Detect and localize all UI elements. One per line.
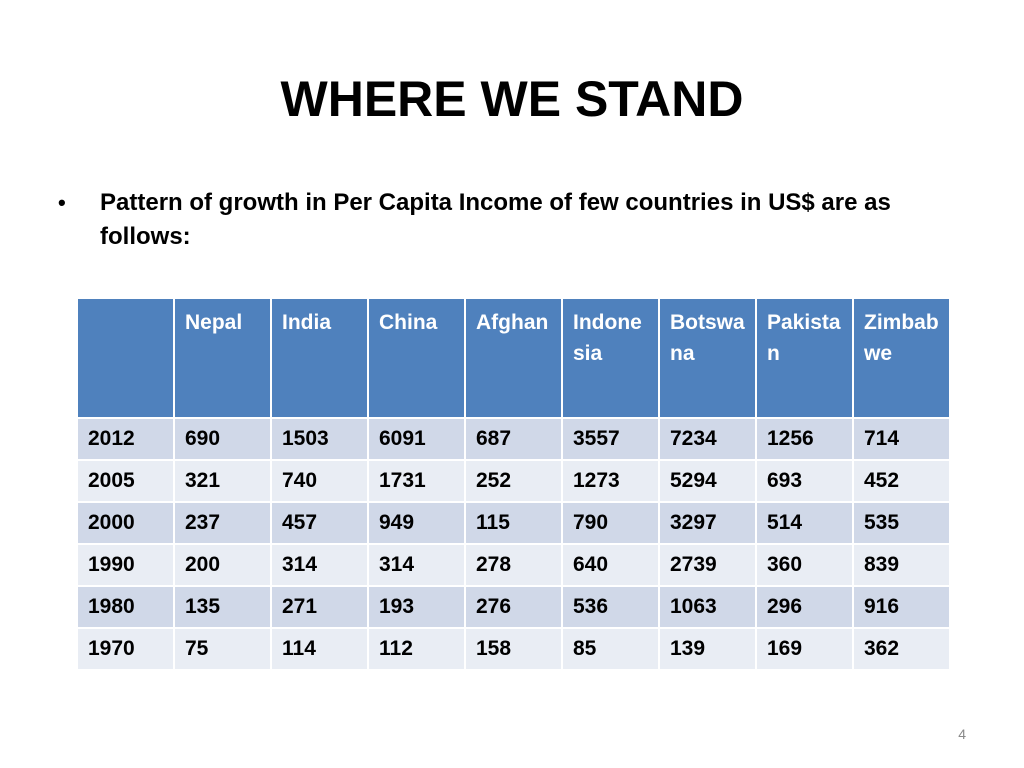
year-cell: 1990 [76,543,175,587]
value-cell: 296 [755,585,854,629]
value-cell: 452 [852,459,951,503]
value-cell: 135 [173,585,272,629]
value-cell: 949 [367,501,466,545]
table-row: 1970 75 114 112 158 85 139 169 362 [76,627,951,671]
bullet-text: Pattern of growth in Per Capita Income o… [100,189,891,250]
value-cell: 360 [755,543,854,587]
header-zimbabwe: Zimbabwe [852,297,951,419]
value-cell: 139 [658,627,757,671]
value-cell: 200 [173,543,272,587]
value-cell: 690 [173,417,272,461]
value-cell: 112 [367,627,466,671]
value-cell: 640 [561,543,660,587]
value-cell: 3297 [658,501,757,545]
table-row: 2012 690 1503 6091 687 3557 7234 1256 71… [76,417,951,461]
value-cell: 237 [173,501,272,545]
slide-title: WHERE WE STAND [280,71,744,127]
value-cell: 693 [755,459,854,503]
value-cell: 6091 [367,417,466,461]
value-cell: 271 [270,585,369,629]
table-row: 1980 135 271 193 276 536 1063 296 916 [76,585,951,629]
value-cell: 314 [367,543,466,587]
header-botswana: Botswana [658,297,757,419]
header-corner-cell [76,297,175,419]
value-cell: 1256 [755,417,854,461]
header-india: India [270,297,369,419]
value-cell: 740 [270,459,369,503]
value-cell: 839 [852,543,951,587]
value-cell: 5294 [658,459,757,503]
value-cell: 457 [270,501,369,545]
value-cell: 314 [270,543,369,587]
value-cell: 714 [852,417,951,461]
header-china: China [367,297,466,419]
value-cell: 790 [561,501,660,545]
table-row: 1990 200 314 314 278 640 2739 360 839 [76,543,951,587]
value-cell: 1731 [367,459,466,503]
year-cell: 1970 [76,627,175,671]
value-cell: 1063 [658,585,757,629]
value-cell: 536 [561,585,660,629]
year-cell: 2012 [76,417,175,461]
value-cell: 276 [464,585,563,629]
value-cell: 193 [367,585,466,629]
value-cell: 362 [852,627,951,671]
table-row: 2000 237 457 949 115 790 3297 514 535 [76,501,951,545]
page-number: 4 [958,726,966,742]
value-cell: 535 [852,501,951,545]
value-cell: 916 [852,585,951,629]
value-cell: 514 [755,501,854,545]
value-cell: 7234 [658,417,757,461]
value-cell: 114 [270,627,369,671]
header-pakistan: Pakistan [755,297,854,419]
table-header-row: Nepal India China Afghan Indonesia Botsw… [76,297,951,419]
value-cell: 3557 [561,417,660,461]
value-cell: 158 [464,627,563,671]
value-cell: 252 [464,459,563,503]
value-cell: 1273 [561,459,660,503]
year-cell: 1980 [76,585,175,629]
value-cell: 278 [464,543,563,587]
value-cell: 75 [173,627,272,671]
year-cell: 2000 [76,501,175,545]
value-cell: 115 [464,501,563,545]
header-nepal: Nepal [173,297,272,419]
header-afghan: Afghan [464,297,563,419]
bullet-dot-icon: • [58,190,66,215]
header-indonesia: Indonesia [561,297,660,419]
value-cell: 687 [464,417,563,461]
value-cell: 1503 [270,417,369,461]
value-cell: 321 [173,459,272,503]
value-cell: 85 [561,627,660,671]
value-cell: 169 [755,627,854,671]
income-table: Nepal India China Afghan Indonesia Botsw… [76,297,951,671]
table-row: 2005 321 740 1731 252 1273 5294 693 452 [76,459,951,503]
value-cell: 2739 [658,543,757,587]
year-cell: 2005 [76,459,175,503]
